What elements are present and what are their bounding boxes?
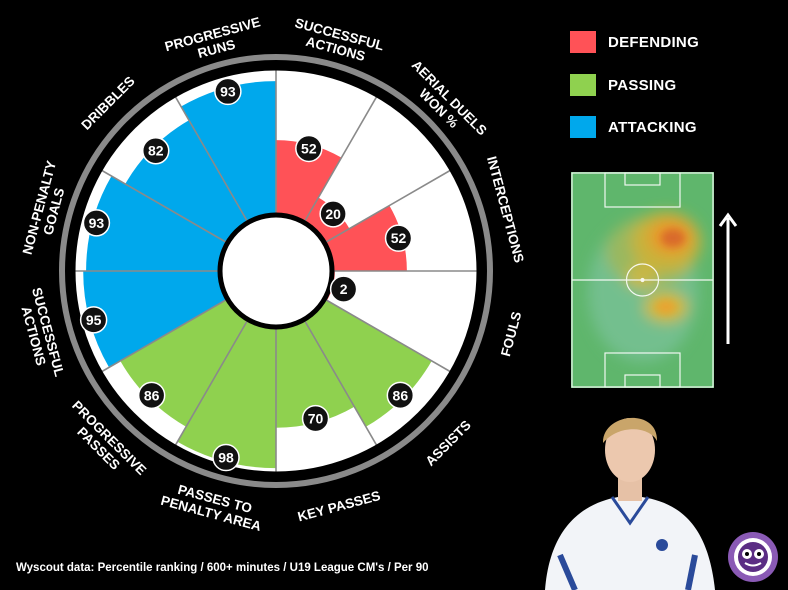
bar-passing-5: [276, 319, 355, 428]
value-label: 86: [144, 387, 160, 403]
separator-line: [324, 298, 453, 374]
value-label: 20: [325, 206, 341, 222]
legend-swatch-defending: [570, 31, 596, 53]
bar-attacking-11: [181, 81, 276, 223]
outer-ring: [59, 54, 493, 488]
legend-item-defending: DEFENDING: [570, 31, 699, 53]
legend-item-passing: PASSING: [570, 74, 677, 96]
brand-logo: [728, 532, 778, 582]
separator-line: [173, 94, 249, 223]
player-photo: [545, 417, 715, 590]
value-label: 95: [86, 312, 102, 328]
value-label: 52: [301, 140, 317, 156]
axis-label: FOULS: [498, 310, 524, 358]
inner-ring: [70, 65, 482, 477]
axis-label: PASSES TOPENALTY AREA: [159, 478, 267, 534]
bar-attacking-8: [83, 271, 228, 368]
axis-label: KEY PASSES: [296, 488, 382, 525]
value-label: 93: [220, 83, 236, 99]
value-label: 98: [218, 450, 234, 466]
separator-line: [173, 319, 249, 448]
value-badge: [141, 136, 170, 165]
player-face: [605, 418, 655, 482]
separator-line: [303, 319, 379, 448]
direction-arrow: [718, 212, 738, 344]
value-label: 2: [340, 281, 348, 297]
value-badge: [295, 134, 323, 163]
center-hole: [217, 212, 335, 330]
bar-defending-2: [324, 205, 407, 271]
value-badge: [79, 306, 108, 334]
value-label: 70: [308, 411, 324, 427]
value-label: 86: [393, 387, 409, 403]
pitch-lines: [571, 172, 714, 388]
value-badge: [82, 209, 111, 237]
legend-swatch-passing: [570, 74, 596, 96]
value-badge: [386, 381, 415, 410]
legend-label-passing: PASSING: [608, 76, 677, 94]
player-shirt: [545, 497, 715, 590]
value-badge: [384, 224, 413, 252]
separator-line: [303, 94, 379, 223]
separator-line: [324, 168, 453, 244]
heatmap-pitch: [571, 172, 714, 388]
separator-line: [99, 298, 228, 374]
legend-item-attacking: ATTACKING: [570, 116, 697, 138]
axis-label: SUCCESSFULACTIONS: [14, 286, 67, 382]
bar-attacking-9: [86, 176, 228, 271]
value-label: 93: [89, 215, 105, 231]
player-hair: [602, 417, 658, 443]
value-badge: [329, 275, 358, 303]
value-badge: [137, 381, 166, 410]
legend-label-attacking: ATTACKING: [608, 118, 697, 136]
value-label: 52: [391, 230, 407, 246]
bar-passing-6: [177, 319, 276, 469]
value-badge: [212, 443, 240, 472]
value-badge: [319, 200, 347, 228]
footer-note: Wyscout data: Percentile ranking / 600+ …: [16, 562, 429, 574]
legend-label-defending: DEFENDING: [608, 33, 700, 51]
legend-swatch-attacking: [570, 116, 596, 138]
value-badge: [214, 77, 242, 106]
separator-line: [99, 168, 228, 244]
bar-defending-0: [276, 140, 342, 223]
value-badge: [301, 404, 330, 433]
axis-label: ASSISTS: [422, 417, 473, 468]
value-label: 82: [148, 143, 164, 159]
axis-label: DRIBBLES: [78, 73, 137, 132]
